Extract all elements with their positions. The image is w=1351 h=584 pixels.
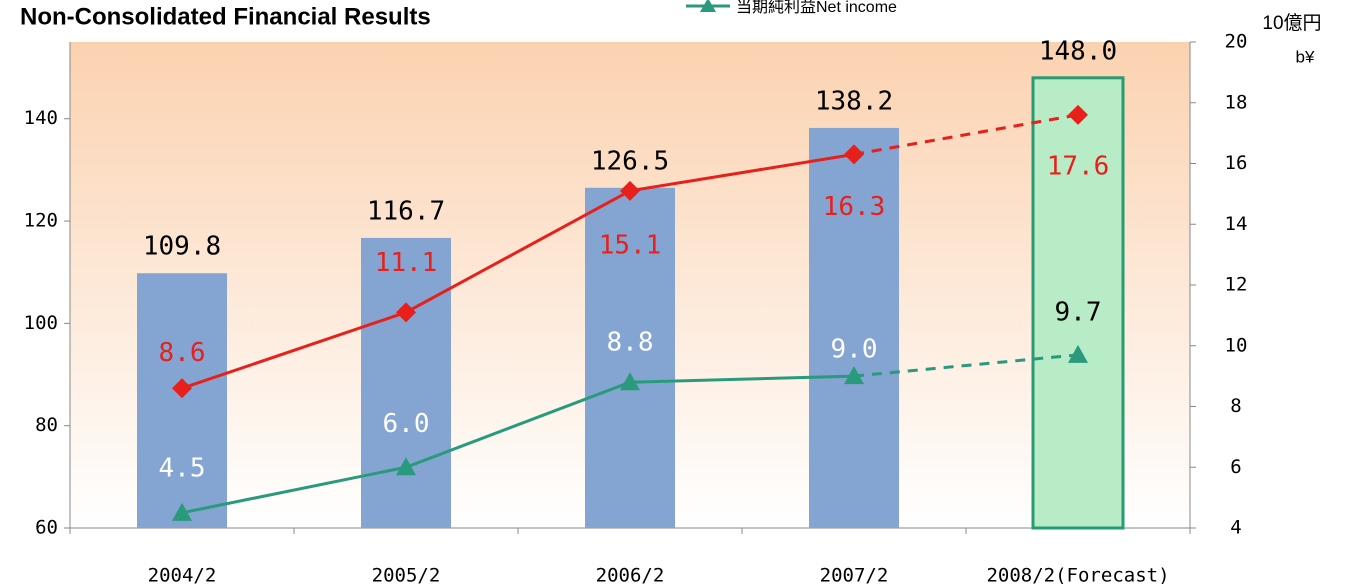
x-tick-label: 2004/2 [148,565,217,584]
marker [1068,104,1088,125]
y2-tick-label: 4 [1230,517,1241,539]
data-label: 9.7 [1055,297,1102,327]
forecast-line [853,113,1079,156]
marker [396,302,416,323]
marker [1068,344,1088,363]
line [181,152,855,390]
bar [809,127,899,529]
data-label: 6.0 [383,409,430,439]
y2-tick-label: 8 [1230,395,1241,417]
marker [396,457,416,476]
marker [844,366,864,385]
data-label: 4.5 [159,453,206,483]
marker [172,502,192,521]
marker [620,180,640,201]
y2-tick-label: 12 [1225,274,1248,296]
marker [620,372,640,391]
data-label: 11.1 [375,248,438,278]
data-label: 15.1 [599,230,662,260]
bar-label: 148.0 [1039,36,1117,66]
bar-label: 126.5 [591,146,669,176]
data-label: 17.6 [1047,151,1110,181]
y2-unit: b¥ [1296,47,1315,66]
y2-tick-label: 14 [1225,213,1248,235]
y-tick-label: 100 [24,312,58,334]
x-tick-label: 2007/2 [820,565,889,584]
y2-tick-label: 10 [1225,334,1248,356]
data-label: 8.8 [607,328,654,358]
x-tick-label: 2006/2 [596,565,665,584]
y-tick-label: 80 [35,414,58,436]
data-label: 8.6 [159,338,206,368]
data-label: 16.3 [823,192,886,222]
line [181,374,855,515]
y-tick-label: 120 [24,210,58,232]
bar-label: 109.8 [143,232,221,262]
bar [361,237,451,528]
bar-label: 138.2 [815,86,893,116]
marker [172,378,192,399]
bar [137,273,227,528]
legend-label: 当期純利益Net income [736,0,897,16]
y2-tick-label: 6 [1230,456,1241,478]
marker [844,144,864,165]
y2-tick-label: 16 [1225,152,1248,174]
y2-unit: 10億円 [1262,12,1321,34]
x-tick-label: 2005/2 [372,565,441,584]
y-tick-label: 140 [24,107,58,129]
forecast-line [853,353,1079,378]
legend-marker [700,0,716,12]
bar [585,187,675,529]
x-tick-label: 2008/2(Forecast) [986,565,1169,584]
y2-tick-label: 20 [1225,31,1248,53]
y2-tick-label: 18 [1225,91,1248,113]
bar [1031,76,1125,530]
bar-label: 116.7 [367,196,445,226]
data-label: 9.0 [831,335,878,365]
chart-title: Non-Consolidated Financial Results [20,3,431,30]
y-tick-label: 60 [35,517,58,539]
